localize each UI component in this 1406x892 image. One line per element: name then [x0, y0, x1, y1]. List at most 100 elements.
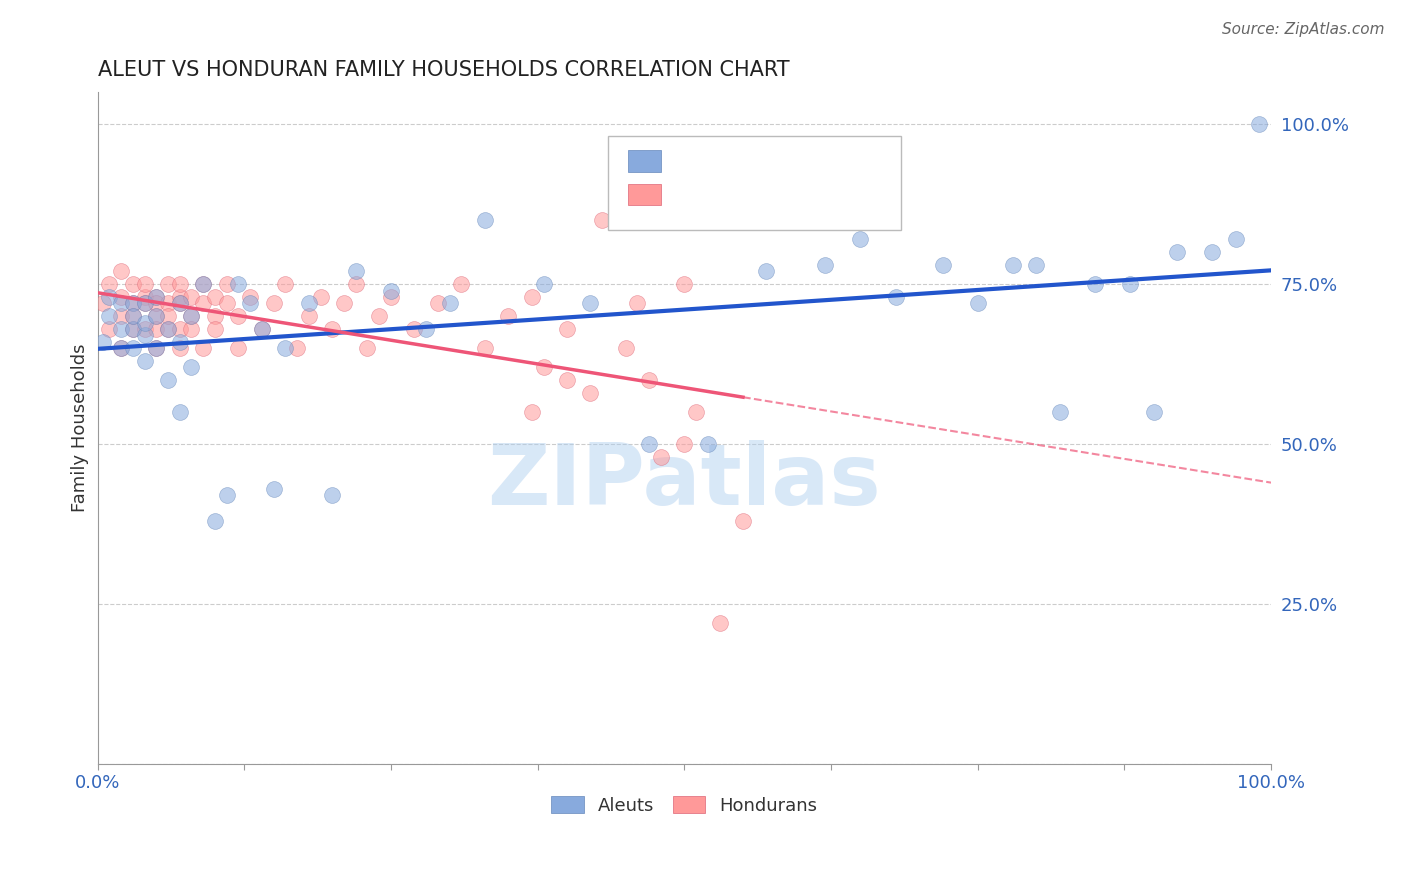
Point — [638, 373, 661, 387]
Point — [110, 264, 132, 278]
Point — [204, 290, 226, 304]
Point — [520, 405, 543, 419]
Point — [239, 296, 262, 310]
Point — [121, 296, 143, 310]
Point — [263, 482, 285, 496]
Point — [579, 385, 602, 400]
Point — [1025, 258, 1047, 272]
Point — [93, 334, 115, 349]
Point — [110, 341, 132, 355]
Text: N = 59: N = 59 — [796, 152, 858, 169]
Point — [333, 296, 356, 310]
Point — [169, 341, 191, 355]
Point — [110, 290, 132, 304]
FancyBboxPatch shape — [628, 184, 661, 205]
Point — [145, 322, 167, 336]
Point — [474, 213, 496, 227]
Point — [169, 277, 191, 292]
Point — [696, 437, 718, 451]
Point — [614, 341, 637, 355]
Point — [380, 290, 402, 304]
Point — [263, 296, 285, 310]
Point — [193, 341, 215, 355]
Point — [180, 309, 202, 323]
Point — [145, 309, 167, 323]
Point — [134, 296, 156, 310]
Point — [180, 309, 202, 323]
Point — [180, 360, 202, 375]
Point — [250, 322, 273, 336]
Point — [169, 322, 191, 336]
Point — [450, 277, 472, 292]
Point — [156, 296, 179, 310]
Point — [121, 277, 143, 292]
Point — [1084, 277, 1107, 292]
Point — [673, 437, 696, 451]
Point — [180, 322, 202, 336]
Point — [169, 296, 191, 310]
Point — [650, 450, 672, 464]
Legend: Aleuts, Hondurans: Aleuts, Hondurans — [544, 789, 825, 822]
Point — [193, 296, 215, 310]
Point — [1225, 232, 1247, 246]
Point — [180, 290, 202, 304]
Point — [156, 277, 179, 292]
Point — [439, 296, 461, 310]
Point — [415, 322, 437, 336]
Point — [145, 341, 167, 355]
Text: ZIPatlas: ZIPatlas — [488, 441, 882, 524]
Point — [145, 290, 167, 304]
Text: R =  0.361: R = 0.361 — [671, 152, 759, 169]
Point — [169, 334, 191, 349]
Text: Source: ZipAtlas.com: Source: ZipAtlas.com — [1222, 22, 1385, 37]
Point — [98, 290, 121, 304]
Point — [1049, 405, 1071, 419]
Point — [731, 514, 754, 528]
Point — [520, 290, 543, 304]
Point — [1001, 258, 1024, 272]
Point — [344, 264, 367, 278]
Point — [204, 322, 226, 336]
Point — [356, 341, 378, 355]
Point — [591, 213, 613, 227]
Point — [555, 373, 578, 387]
Point — [134, 354, 156, 368]
Point — [121, 322, 143, 336]
Text: N = 76: N = 76 — [796, 186, 858, 203]
Point — [156, 373, 179, 387]
Point — [193, 277, 215, 292]
Point — [931, 258, 953, 272]
Point — [814, 258, 837, 272]
Point — [98, 309, 121, 323]
Point — [110, 322, 132, 336]
Point — [1201, 245, 1223, 260]
FancyBboxPatch shape — [607, 136, 901, 230]
Point — [134, 316, 156, 330]
Point — [215, 296, 238, 310]
Point — [228, 277, 250, 292]
Point — [110, 341, 132, 355]
Point — [215, 488, 238, 502]
Point — [228, 341, 250, 355]
Point — [156, 322, 179, 336]
Point — [533, 360, 555, 375]
Point — [1143, 405, 1166, 419]
Point — [145, 290, 167, 304]
Point — [121, 322, 143, 336]
Point — [228, 309, 250, 323]
Point — [404, 322, 426, 336]
Point — [298, 309, 321, 323]
Point — [685, 405, 707, 419]
Point — [344, 277, 367, 292]
Point — [755, 264, 778, 278]
Point — [215, 277, 238, 292]
Point — [134, 322, 156, 336]
Point — [884, 290, 907, 304]
Point — [193, 277, 215, 292]
Point — [169, 290, 191, 304]
Point — [709, 616, 731, 631]
Point — [145, 341, 167, 355]
Point — [474, 341, 496, 355]
Point — [121, 309, 143, 323]
Point — [309, 290, 332, 304]
